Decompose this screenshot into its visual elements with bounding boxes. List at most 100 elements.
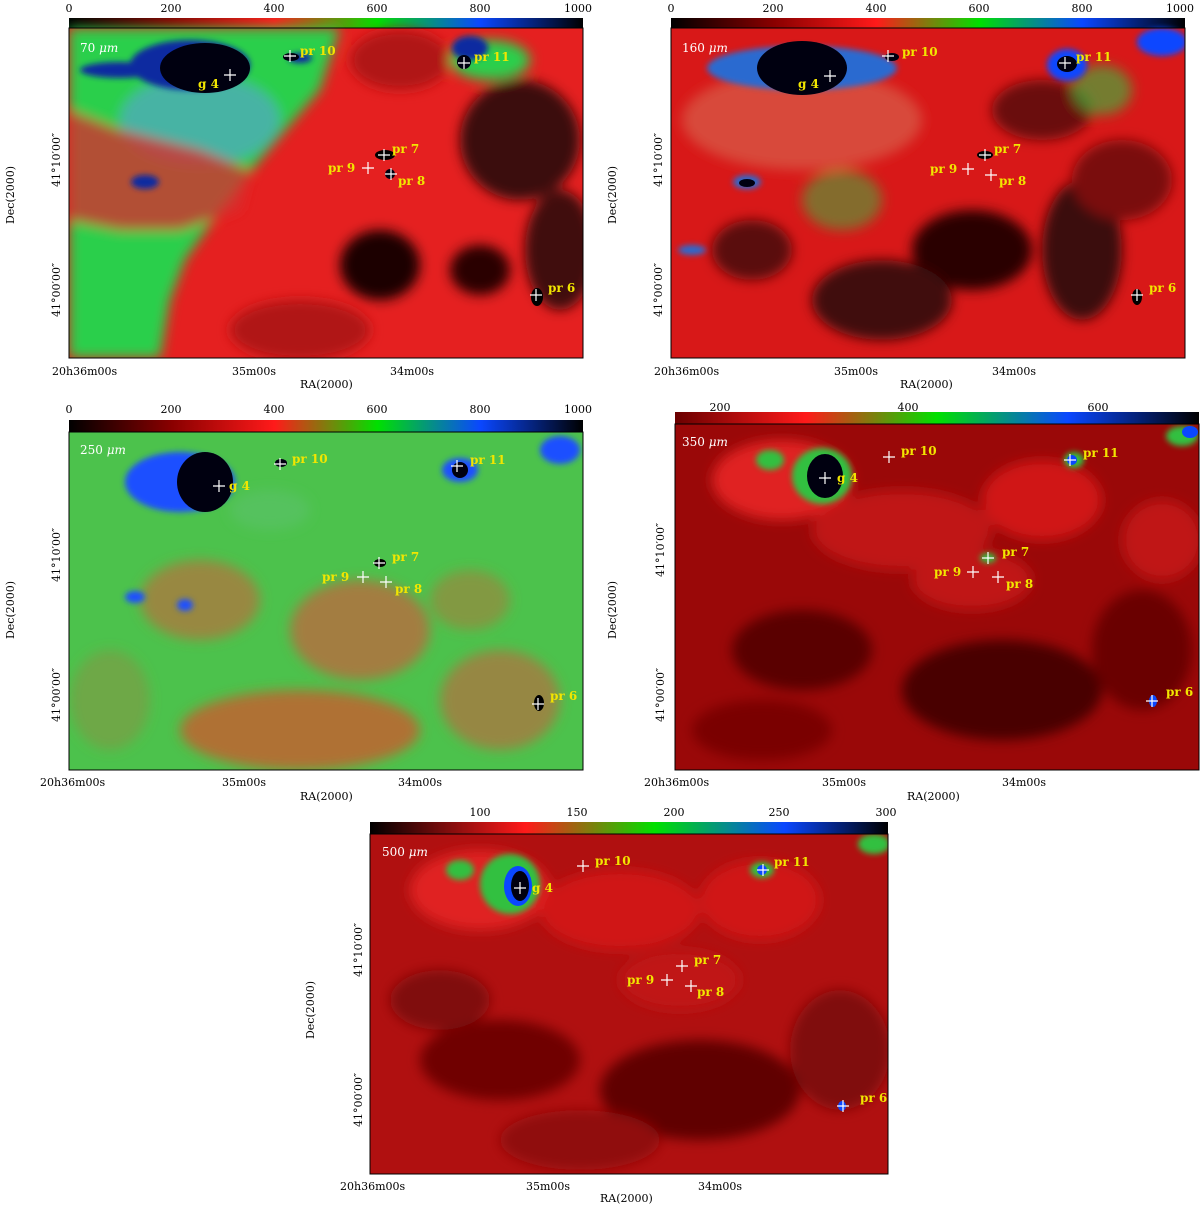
svg-text:g 4: g 4 xyxy=(229,479,250,493)
ra-tick-35: 35m00s xyxy=(222,776,266,789)
dec-axis-label: Dec(2000) xyxy=(4,166,17,224)
colorbar-tick-400: 400 xyxy=(898,401,919,414)
panel-160um: 0 200 400 600 800 1000 160 xyxy=(602,0,1200,400)
source-pr11: pr 11 xyxy=(1064,446,1119,466)
svg-text:pr 11: pr 11 xyxy=(774,855,810,869)
map-image xyxy=(69,28,583,358)
svg-text:pr 8: pr 8 xyxy=(398,174,425,188)
dec-tick-41-10: 41°10′00″ xyxy=(652,133,665,187)
source-pr9: pr 9 xyxy=(322,570,369,584)
ra-axis-label: RA(2000) xyxy=(907,790,960,803)
ra-tick-36: 20h36m00s xyxy=(340,1180,406,1193)
svg-text:pr 10: pr 10 xyxy=(902,45,938,59)
panel-500um: 100 150 200 250 300 500 μm g 4 pr 10 pr xyxy=(300,800,900,1206)
colorbar-tick-800: 800 xyxy=(1072,2,1093,15)
svg-text:pr 11: pr 11 xyxy=(1076,50,1112,64)
colorbar xyxy=(69,420,583,432)
ra-tick-36: 20h36m00s xyxy=(40,776,106,789)
source-g4: g 4 xyxy=(198,69,236,91)
source-pr9: pr 9 xyxy=(627,973,673,987)
ra-axis-label: RA(2000) xyxy=(900,378,953,391)
svg-text:g 4: g 4 xyxy=(837,471,858,485)
svg-text:pr 10: pr 10 xyxy=(595,854,631,868)
svg-text:pr 10: pr 10 xyxy=(901,444,937,458)
colorbar-tick-800: 800 xyxy=(470,2,491,15)
ra-tick-34: 34m00s xyxy=(390,365,434,378)
svg-text:pr 11: pr 11 xyxy=(470,453,506,467)
dec-tick-41-00: 41°00′00″ xyxy=(654,668,667,722)
map-image xyxy=(671,28,1185,358)
source-pr10: pr 10 xyxy=(882,45,938,62)
wavelength-label: 350 μm xyxy=(682,435,728,449)
source-g4: g 4 xyxy=(819,471,858,485)
source-g4: g 4 xyxy=(514,881,553,895)
source-pr7: pr 7 xyxy=(982,545,1029,564)
colorbar-tick-600: 600 xyxy=(969,2,990,15)
dec-tick-41-10: 41°10′00″ xyxy=(50,528,63,582)
colorbar-tick-300: 300 xyxy=(876,806,897,819)
svg-text:pr 6: pr 6 xyxy=(1166,685,1193,699)
map-image xyxy=(69,432,583,770)
dec-tick-41-10: 41°10′00″ xyxy=(50,133,63,187)
dec-axis-label: Dec(2000) xyxy=(606,581,619,639)
wavelength-label: 160 μm xyxy=(682,41,728,55)
colorbar-tick-400: 400 xyxy=(264,403,285,416)
svg-text:pr 8: pr 8 xyxy=(697,985,724,999)
ra-tick-35: 35m00s xyxy=(834,365,878,378)
ra-tick-35: 35m00s xyxy=(822,776,866,789)
dec-tick-41-00: 41°00′00″ xyxy=(352,1073,365,1127)
colorbar xyxy=(671,18,1185,28)
panel-350um: 200 400 600 350 μm g 4 pr 10 pr 11 xyxy=(602,400,1200,805)
colorbar-tick-1000: 1000 xyxy=(564,403,592,416)
source-pr6: pr 6 xyxy=(1146,685,1193,707)
panel-70um: 0 200 400 600 800 1000 xyxy=(0,0,600,400)
ra-tick-36: 20h36m00s xyxy=(654,365,720,378)
dec-tick-41-10: 41°10′00″ xyxy=(654,523,667,577)
svg-text:pr 7: pr 7 xyxy=(994,142,1021,156)
ra-tick-36: 20h36m00s xyxy=(52,365,118,378)
panel-70um-figure: 0 200 400 600 800 1000 xyxy=(4,2,592,391)
wavelength-label: 70 μm xyxy=(80,41,118,55)
dec-tick-41-10: 41°10′00″ xyxy=(352,923,365,977)
svg-text:pr 8: pr 8 xyxy=(999,174,1026,188)
svg-text:pr 9: pr 9 xyxy=(627,973,654,987)
source-pr9: pr 9 xyxy=(930,162,974,176)
source-pr11: pr 11 xyxy=(757,855,810,876)
source-pr10: pr 10 xyxy=(577,854,631,872)
svg-text:pr 8: pr 8 xyxy=(1006,577,1033,591)
panel-250um: 0 200 400 600 800 1000 250 μm g 4 pr 10 xyxy=(0,400,600,805)
dec-tick-41-00: 41°00′00″ xyxy=(50,668,63,722)
svg-text:pr 6: pr 6 xyxy=(550,689,577,703)
colorbar-tick-0: 0 xyxy=(66,2,73,15)
svg-text:g 4: g 4 xyxy=(798,77,819,91)
colorbar-tick-600: 600 xyxy=(367,403,388,416)
colorbar-tick-400: 400 xyxy=(866,2,887,15)
svg-text:pr 11: pr 11 xyxy=(474,50,510,64)
source-pr9: pr 9 xyxy=(328,161,374,175)
wavelength-label: 250 μm xyxy=(80,443,126,457)
svg-text:pr 6: pr 6 xyxy=(1149,281,1176,295)
svg-text:pr 7: pr 7 xyxy=(694,953,721,967)
colorbar-tick-400: 400 xyxy=(264,2,285,15)
source-pr7: pr 7 xyxy=(676,953,721,972)
svg-text:pr 8: pr 8 xyxy=(395,582,422,596)
source-pr8: pr 8 xyxy=(992,571,1033,591)
source-pr8: pr 8 xyxy=(380,576,422,596)
colorbar-tick-200: 200 xyxy=(161,403,182,416)
colorbar-tick-250: 250 xyxy=(769,806,790,819)
panel-160um-figure: 0 200 400 600 800 1000 160 xyxy=(606,2,1194,391)
panel-500um-figure: 100 150 200 250 300 500 μm g 4 pr 10 pr xyxy=(304,806,897,1205)
map-image xyxy=(370,834,888,1174)
svg-text:pr 11: pr 11 xyxy=(1083,446,1119,460)
colorbar xyxy=(69,18,583,28)
panel-250um-figure: 0 200 400 600 800 1000 250 μm g 4 pr 10 xyxy=(4,403,592,803)
ra-axis-label: RA(2000) xyxy=(600,1192,653,1205)
source-pr7: pr 7 xyxy=(979,142,1021,161)
source-pr8: pr 8 xyxy=(685,980,724,999)
svg-text:pr 7: pr 7 xyxy=(392,550,419,564)
colorbar-tick-0: 0 xyxy=(66,403,73,416)
colorbar-tick-0: 0 xyxy=(668,2,675,15)
svg-text:pr 6: pr 6 xyxy=(548,281,575,295)
colorbar-tick-200: 200 xyxy=(664,806,685,819)
source-g4: g 4 xyxy=(213,479,250,493)
